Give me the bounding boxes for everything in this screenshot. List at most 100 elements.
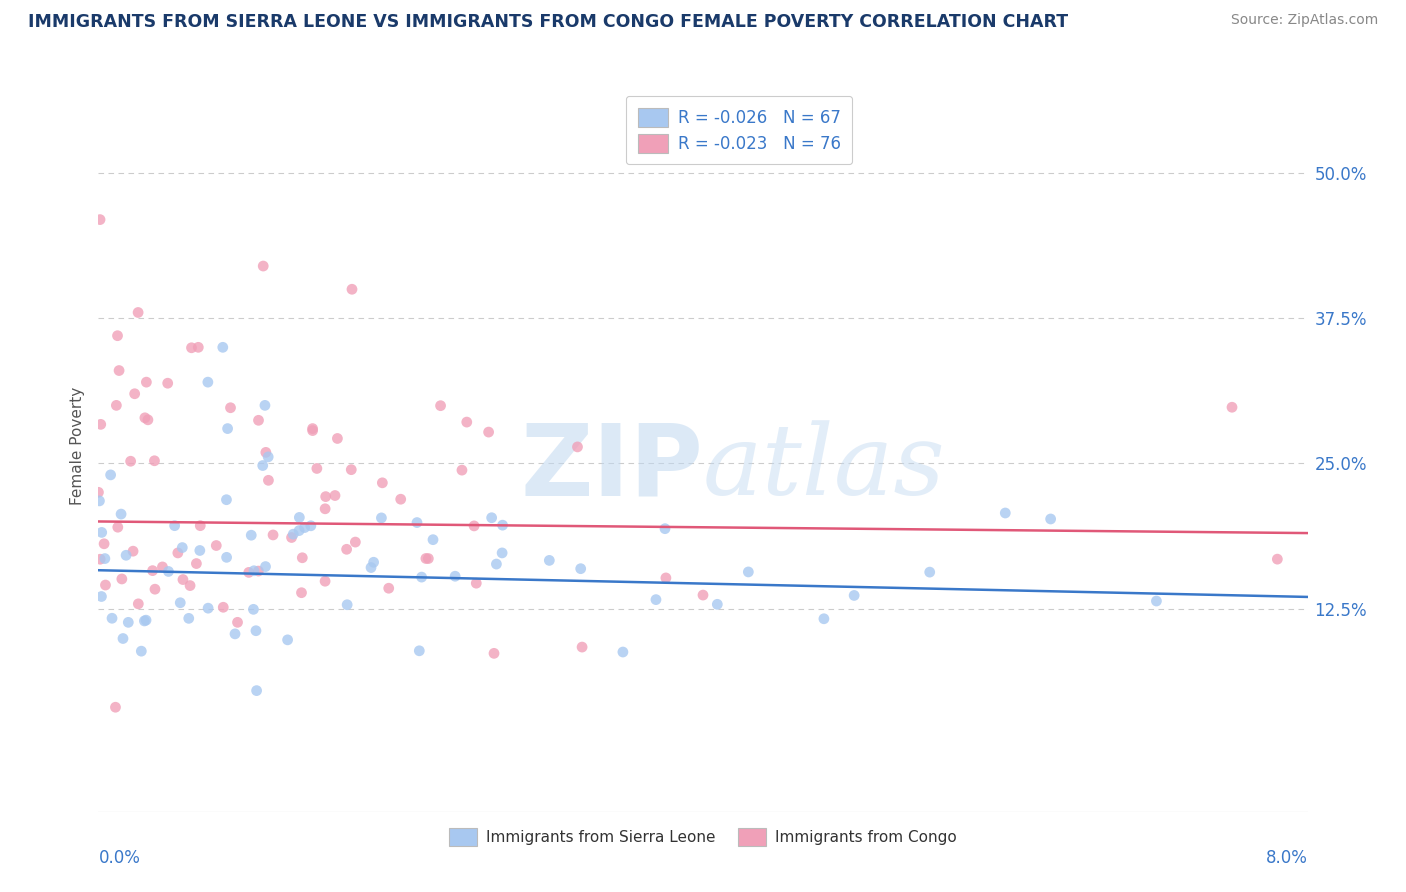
Point <box>89 552 111 566</box>
Point <box>1039 512 1062 526</box>
Point <box>371 475 394 490</box>
Point <box>290 585 312 599</box>
Point <box>131 644 153 658</box>
Point <box>277 632 299 647</box>
Point <box>370 511 392 525</box>
Point <box>344 535 367 549</box>
Point <box>117 615 139 630</box>
Point <box>315 490 337 504</box>
Point <box>645 592 668 607</box>
Point <box>254 559 277 574</box>
Point <box>243 564 266 578</box>
Point <box>451 463 474 477</box>
Point <box>294 520 316 534</box>
Point <box>238 566 260 580</box>
Point <box>737 565 759 579</box>
Point <box>105 398 128 412</box>
Point <box>415 551 437 566</box>
Point <box>188 518 211 533</box>
Point <box>163 518 186 533</box>
Point <box>152 560 174 574</box>
Point <box>252 259 274 273</box>
Point <box>127 305 149 319</box>
Point <box>108 363 131 377</box>
Point <box>429 399 451 413</box>
Point <box>340 463 363 477</box>
Point <box>692 588 714 602</box>
Point <box>257 450 280 464</box>
Point <box>299 518 322 533</box>
Point <box>655 571 678 585</box>
Point <box>422 533 444 547</box>
Point <box>107 520 129 534</box>
Point <box>247 413 270 427</box>
Point <box>485 557 508 571</box>
Point <box>491 546 513 560</box>
Point <box>169 596 191 610</box>
Point <box>654 522 676 536</box>
Text: IMMIGRANTS FROM SIERRA LEONE VS IMMIGRANTS FROM CONGO FEMALE POVERTY CORRELATION: IMMIGRANTS FROM SIERRA LEONE VS IMMIGRAN… <box>28 13 1069 31</box>
Point <box>226 615 249 630</box>
Text: ZIP: ZIP <box>520 419 703 516</box>
Point <box>215 492 238 507</box>
Point <box>187 340 209 354</box>
Point <box>186 557 208 571</box>
Point <box>994 506 1017 520</box>
Point <box>89 212 111 227</box>
Point <box>217 421 239 435</box>
Point <box>411 570 433 584</box>
Legend: Immigrants from Sierra Leone, Immigrants from Congo: Immigrants from Sierra Leone, Immigrants… <box>440 820 966 855</box>
Point <box>143 582 166 597</box>
Point <box>136 413 159 427</box>
Point <box>569 562 592 576</box>
Point <box>314 574 336 589</box>
Point <box>120 454 142 468</box>
Point <box>1220 401 1243 415</box>
Point <box>301 424 323 438</box>
Point <box>283 527 305 541</box>
Point <box>336 598 359 612</box>
Point <box>314 501 336 516</box>
Point <box>197 601 219 615</box>
Point <box>463 519 485 533</box>
Point <box>444 569 467 583</box>
Point <box>172 541 194 555</box>
Point <box>90 525 112 540</box>
Point <box>245 624 267 638</box>
Point <box>257 473 280 487</box>
Point <box>143 454 166 468</box>
Point <box>94 578 117 592</box>
Point <box>706 597 728 611</box>
Text: 8.0%: 8.0% <box>1265 849 1308 867</box>
Point <box>166 546 188 560</box>
Point <box>301 421 323 435</box>
Text: 0.0%: 0.0% <box>98 849 141 867</box>
Point <box>389 492 412 507</box>
Point <box>157 565 180 579</box>
Point <box>418 551 440 566</box>
Point <box>180 341 202 355</box>
Point <box>326 432 349 446</box>
Point <box>406 516 429 530</box>
Point <box>377 581 399 595</box>
Point <box>538 553 561 567</box>
Point <box>363 555 385 569</box>
Point <box>135 613 157 627</box>
Point <box>111 632 134 646</box>
Point <box>134 614 156 628</box>
Point <box>90 590 112 604</box>
Point <box>336 542 359 557</box>
Point <box>288 524 311 538</box>
Point <box>571 640 593 654</box>
Point <box>115 548 138 562</box>
Point <box>124 386 146 401</box>
Point <box>93 537 115 551</box>
Point <box>101 611 124 625</box>
Point <box>110 507 132 521</box>
Point <box>288 510 311 524</box>
Point <box>212 600 235 615</box>
Point <box>90 417 112 432</box>
Point <box>107 328 129 343</box>
Text: atlas: atlas <box>703 420 946 516</box>
Point <box>481 510 503 524</box>
